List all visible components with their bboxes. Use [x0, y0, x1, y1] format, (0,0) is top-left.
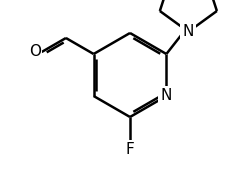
Text: N: N [161, 89, 172, 104]
Text: N: N [183, 24, 194, 39]
Text: O: O [29, 44, 41, 60]
Text: F: F [126, 141, 134, 156]
